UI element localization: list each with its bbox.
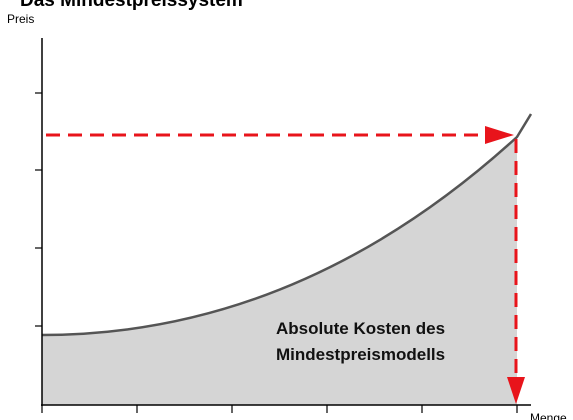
x-ticks [41, 405, 518, 413]
cost-area [42, 137, 517, 405]
arrowhead [485, 126, 514, 144]
y-ticks [35, 92, 42, 327]
annotation: Absolute Kosten des [276, 319, 445, 338]
arrowhead [507, 377, 525, 404]
price-curve [41, 113, 533, 337]
y-axis-label: Preis [7, 12, 34, 26]
title: Das Mindestpreissystem [20, 0, 243, 11]
annotation: Mindestpreismodells [276, 345, 445, 364]
x-axis-label: Menge [530, 411, 567, 420]
